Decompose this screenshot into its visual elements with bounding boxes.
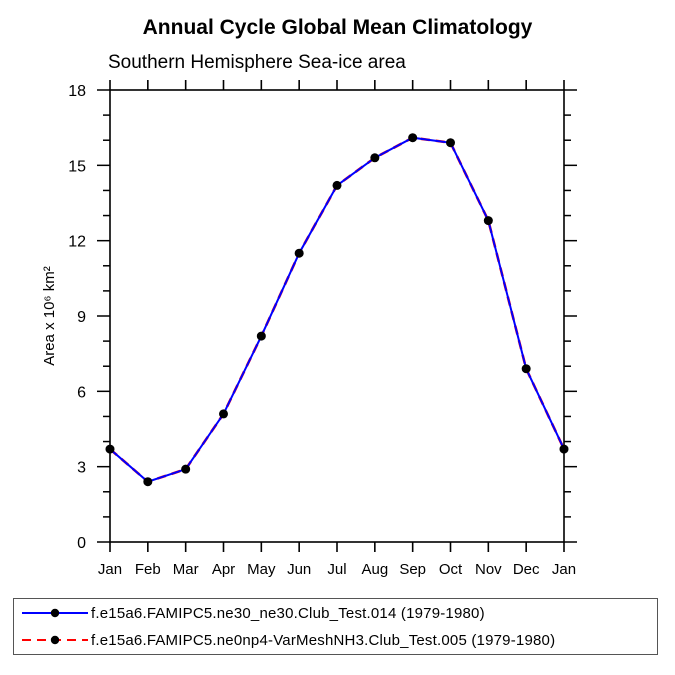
data-point-marker	[521, 364, 531, 374]
data-point-marker	[143, 477, 153, 487]
x-tick-label: Oct	[439, 561, 463, 578]
legend-marker-dot	[50, 635, 60, 645]
x-tick-label: Jan	[98, 561, 122, 578]
data-point-marker	[408, 133, 418, 143]
x-tick-label: Aug	[361, 561, 388, 578]
data-point-marker	[483, 216, 493, 226]
chart-title: Annual Cycle Global Mean Climatology	[142, 16, 533, 39]
x-tick-label: Jun	[287, 561, 311, 578]
x-tick-label: Mar	[173, 561, 199, 578]
y-tick-label: 6	[77, 384, 86, 401]
x-tick-label: Apr	[212, 561, 235, 578]
y-axis-ticks	[97, 89, 577, 543]
y-tick-label: 12	[68, 234, 86, 251]
legend-key-dashed-line	[22, 635, 88, 645]
x-tick-label: Dec	[513, 561, 540, 578]
x-tick-label: May	[247, 561, 276, 578]
legend-item: f.e15a6.FAMIPC5.ne30_ne30.Club_Test.014 …	[14, 600, 657, 627]
data-point-marker	[559, 444, 569, 454]
y-tick-label: 18	[68, 83, 86, 100]
data-point-marker	[181, 464, 191, 474]
x-tick-label: Feb	[135, 561, 161, 578]
x-tick-label: Nov	[475, 561, 502, 578]
legend-marker-dot	[50, 608, 60, 618]
x-axis-tick-labels: Jan Feb Mar Apr May Jun Jul Aug Sep Oct Nov Dec Jan	[98, 561, 576, 578]
y-tick-label: 15	[68, 158, 86, 175]
data-point-markers	[105, 133, 569, 487]
data-point-marker	[256, 331, 266, 341]
legend-key-solid-line	[22, 608, 88, 618]
axis-frame	[109, 89, 565, 543]
data-point-marker	[219, 409, 228, 419]
chart-subtitle: Southern Hemisphere Sea-ice area	[108, 52, 406, 73]
legend: f.e15a6.FAMIPC5.ne30_ne30.Club_Test.014 …	[13, 598, 658, 655]
y-tick-label: 9	[77, 309, 86, 326]
plot-area: Jan Feb Mar Apr May Jun Jul Aug Sep Oct Nov Dec Jan 0…	[41, 80, 577, 578]
x-axis-ticks	[109, 80, 565, 552]
legend-label: f.e15a6.FAMIPC5.ne0np4-VarMeshNH3.Club_T…	[91, 631, 556, 649]
y-axis-tick-labels: 0 3 6 9 12 15 18	[68, 83, 86, 552]
x-tick-label: Jul	[327, 561, 346, 578]
data-point-marker	[105, 444, 115, 454]
y-tick-label: 3	[77, 460, 86, 477]
data-point-marker	[294, 248, 304, 258]
data-point-marker	[332, 180, 342, 190]
y-tick-label: 0	[77, 535, 86, 552]
data-point-marker	[446, 138, 455, 148]
x-tick-label: Sep	[399, 561, 426, 578]
data-point-marker	[370, 153, 380, 163]
x-tick-label: Jan	[552, 561, 576, 578]
legend-label: f.e15a6.FAMIPC5.ne30_ne30.Club_Test.014 …	[91, 604, 485, 622]
y-axis-title: Area x 10⁶ km²	[41, 266, 58, 366]
legend-item: f.e15a6.FAMIPC5.ne0np4-VarMeshNH3.Club_T…	[14, 627, 657, 654]
